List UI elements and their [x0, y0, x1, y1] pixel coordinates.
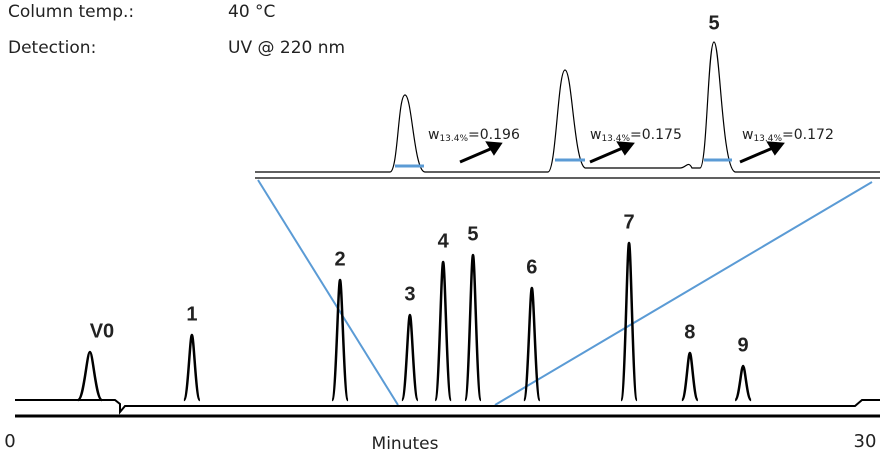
header-value: UV @ 220 nm [228, 38, 345, 58]
peak-label: 9 [738, 334, 749, 356]
annotation-part: 13.4% [753, 134, 782, 144]
peak [733, 364, 753, 402]
peak [330, 278, 350, 402]
inset-peak-label: 5 [708, 12, 719, 34]
peak-label: 7 [623, 211, 634, 233]
x-tick-label: 0 [4, 431, 15, 452]
peak [400, 313, 420, 402]
peak-label: 5 [467, 223, 478, 245]
peak [522, 286, 542, 402]
peak-label: 3 [404, 283, 415, 305]
annotation-part: 13.4% [439, 134, 468, 144]
header-key: Column temp.: [8, 2, 134, 22]
annotation-part: w [742, 127, 753, 143]
peak [76, 350, 104, 402]
header: Column temp.: 40 °C Detection: UV @ 220 nm [8, 2, 345, 58]
annotation-part: =0.172 [782, 127, 834, 143]
width-annotation: w13.4%=0.175 [590, 127, 682, 144]
annotation-part: w [590, 127, 601, 143]
inset [255, 41, 880, 406]
x-tick-label: 30 [854, 431, 877, 452]
peak-label: V0 [90, 320, 114, 342]
baseline [15, 399, 880, 415]
header-key: Detection: [8, 38, 96, 58]
peak [182, 333, 202, 402]
x-axis-label: Minutes [372, 434, 439, 454]
annotation-part: =0.175 [630, 127, 682, 143]
peak [463, 253, 483, 402]
peak [619, 241, 639, 402]
peak-label: 2 [334, 248, 345, 270]
width-annotation: w13.4%=0.196 [428, 127, 520, 144]
peak [680, 351, 700, 402]
annotation-part: 13.4% [601, 134, 630, 144]
peak-label: 4 [438, 230, 450, 252]
peak [433, 260, 453, 402]
peak-label: 6 [526, 256, 537, 278]
width-annotation: w13.4%=0.172 [742, 127, 834, 144]
header-value: 40 °C [228, 2, 275, 22]
annotation-part: =0.196 [468, 127, 520, 143]
plot: V0 1 2 3 4 5 6 7 8 9 0 30 Minutes [4, 211, 880, 454]
peak-label: 8 [684, 321, 695, 343]
annotation-part: w [428, 127, 439, 143]
peak-label: 1 [186, 303, 197, 325]
